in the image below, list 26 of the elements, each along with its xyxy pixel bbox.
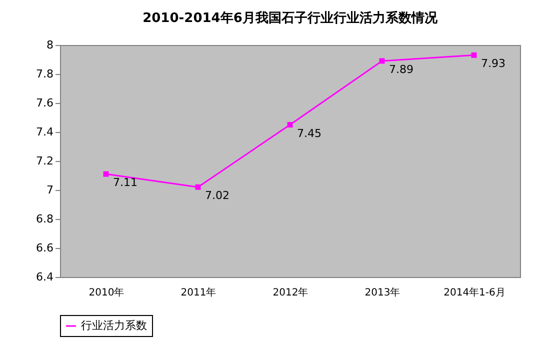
point [471, 52, 477, 58]
point [379, 58, 385, 64]
legend-label: 行业活力系数 [81, 319, 147, 332]
point [103, 171, 109, 177]
data-label: 7.93 [481, 57, 506, 70]
x-tick-label: 2014年1-6月 [444, 286, 506, 298]
y-tick-label: 7 [46, 184, 54, 196]
data-label: 7.11 [113, 176, 138, 190]
data-label: 7.02 [205, 189, 230, 202]
y-tick-label: 7.2 [36, 154, 54, 168]
x-tick-label: 2012年 [272, 286, 308, 298]
chart-title: 2010-2014年6月我国石子行业行业活力系数情况 [142, 10, 438, 26]
data-label: 7.45 [297, 126, 322, 140]
y-tick-label: 6.8 [36, 212, 54, 226]
y-tick-label: 7.8 [36, 68, 54, 80]
point [287, 122, 293, 128]
data-label: 7.89 [389, 62, 414, 76]
y-tick-label: 7.6 [36, 96, 54, 110]
point [195, 184, 201, 190]
y-tick-label: 6.6 [36, 242, 54, 254]
y-tick-label: 7.4 [36, 126, 54, 138]
x-tick-label: 2011年 [180, 286, 216, 298]
y-tick-label: 6.4 [36, 270, 54, 284]
x-tick-label: 2013年 [364, 286, 400, 298]
y-tick-label: 8 [46, 38, 54, 52]
x-tick-label: 2010年 [88, 286, 124, 298]
